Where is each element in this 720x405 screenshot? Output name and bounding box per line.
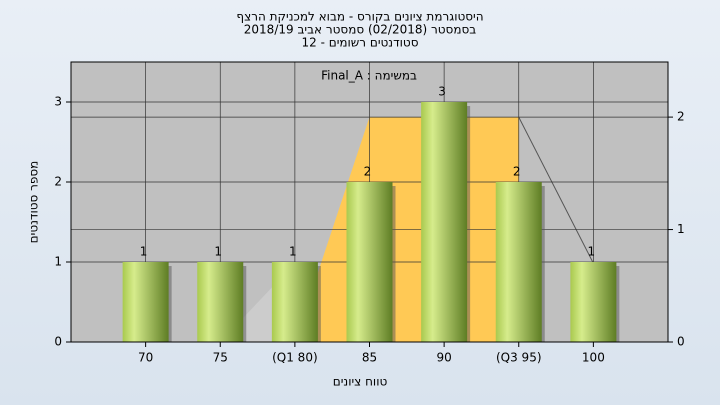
data-label: 1 xyxy=(214,245,222,259)
y-axis-label: מספר סטודנטים xyxy=(27,161,41,244)
y-tick-label: 0 xyxy=(54,335,62,349)
x-tick-label: 85 xyxy=(362,351,377,365)
bar xyxy=(495,182,542,342)
plot-border xyxy=(70,61,669,343)
y-tick-label: 3 xyxy=(54,95,62,109)
x-tick-label: (Q3 95) xyxy=(496,351,542,365)
y-tick-label: 2 xyxy=(54,175,62,189)
bar xyxy=(122,262,169,342)
bar xyxy=(197,262,244,342)
bar xyxy=(421,102,468,342)
data-label: 2 xyxy=(513,165,521,179)
bar xyxy=(271,262,318,342)
whisker-line xyxy=(518,116,594,264)
x-tick-label: 90 xyxy=(436,351,451,365)
chart-subtitle: סטודנטים רשומים - 12 xyxy=(301,36,418,50)
y2-tick-label: 1 xyxy=(677,222,685,236)
data-label: 3 xyxy=(438,85,446,99)
x-tick-label: (Q1 80) xyxy=(272,351,318,365)
x-tick-label: 75 xyxy=(213,351,228,365)
data-label: 1 xyxy=(140,245,148,259)
y2-tick-label: 2 xyxy=(677,110,685,124)
y2-tick-label: 0 xyxy=(677,335,685,349)
y-tick-label: 1 xyxy=(54,255,62,269)
bar xyxy=(346,182,393,342)
bar xyxy=(570,262,617,342)
annotation: במשימה : Final_A xyxy=(321,69,417,83)
x-axis-label: טווח ציונים xyxy=(333,375,388,389)
data-label: 1 xyxy=(289,245,297,259)
chart-title: היסטוגרמת ציונים בקורס - מבוא למכניקת הר… xyxy=(236,10,483,24)
chart-subtitle: בסמסטר (02/2018) סמסטר אביב 2018/19 xyxy=(244,23,476,37)
data-label: 1 xyxy=(588,245,596,259)
data-label: 2 xyxy=(364,165,372,179)
x-tick-label: 100 xyxy=(582,351,605,365)
x-tick-label: 70 xyxy=(138,351,153,365)
